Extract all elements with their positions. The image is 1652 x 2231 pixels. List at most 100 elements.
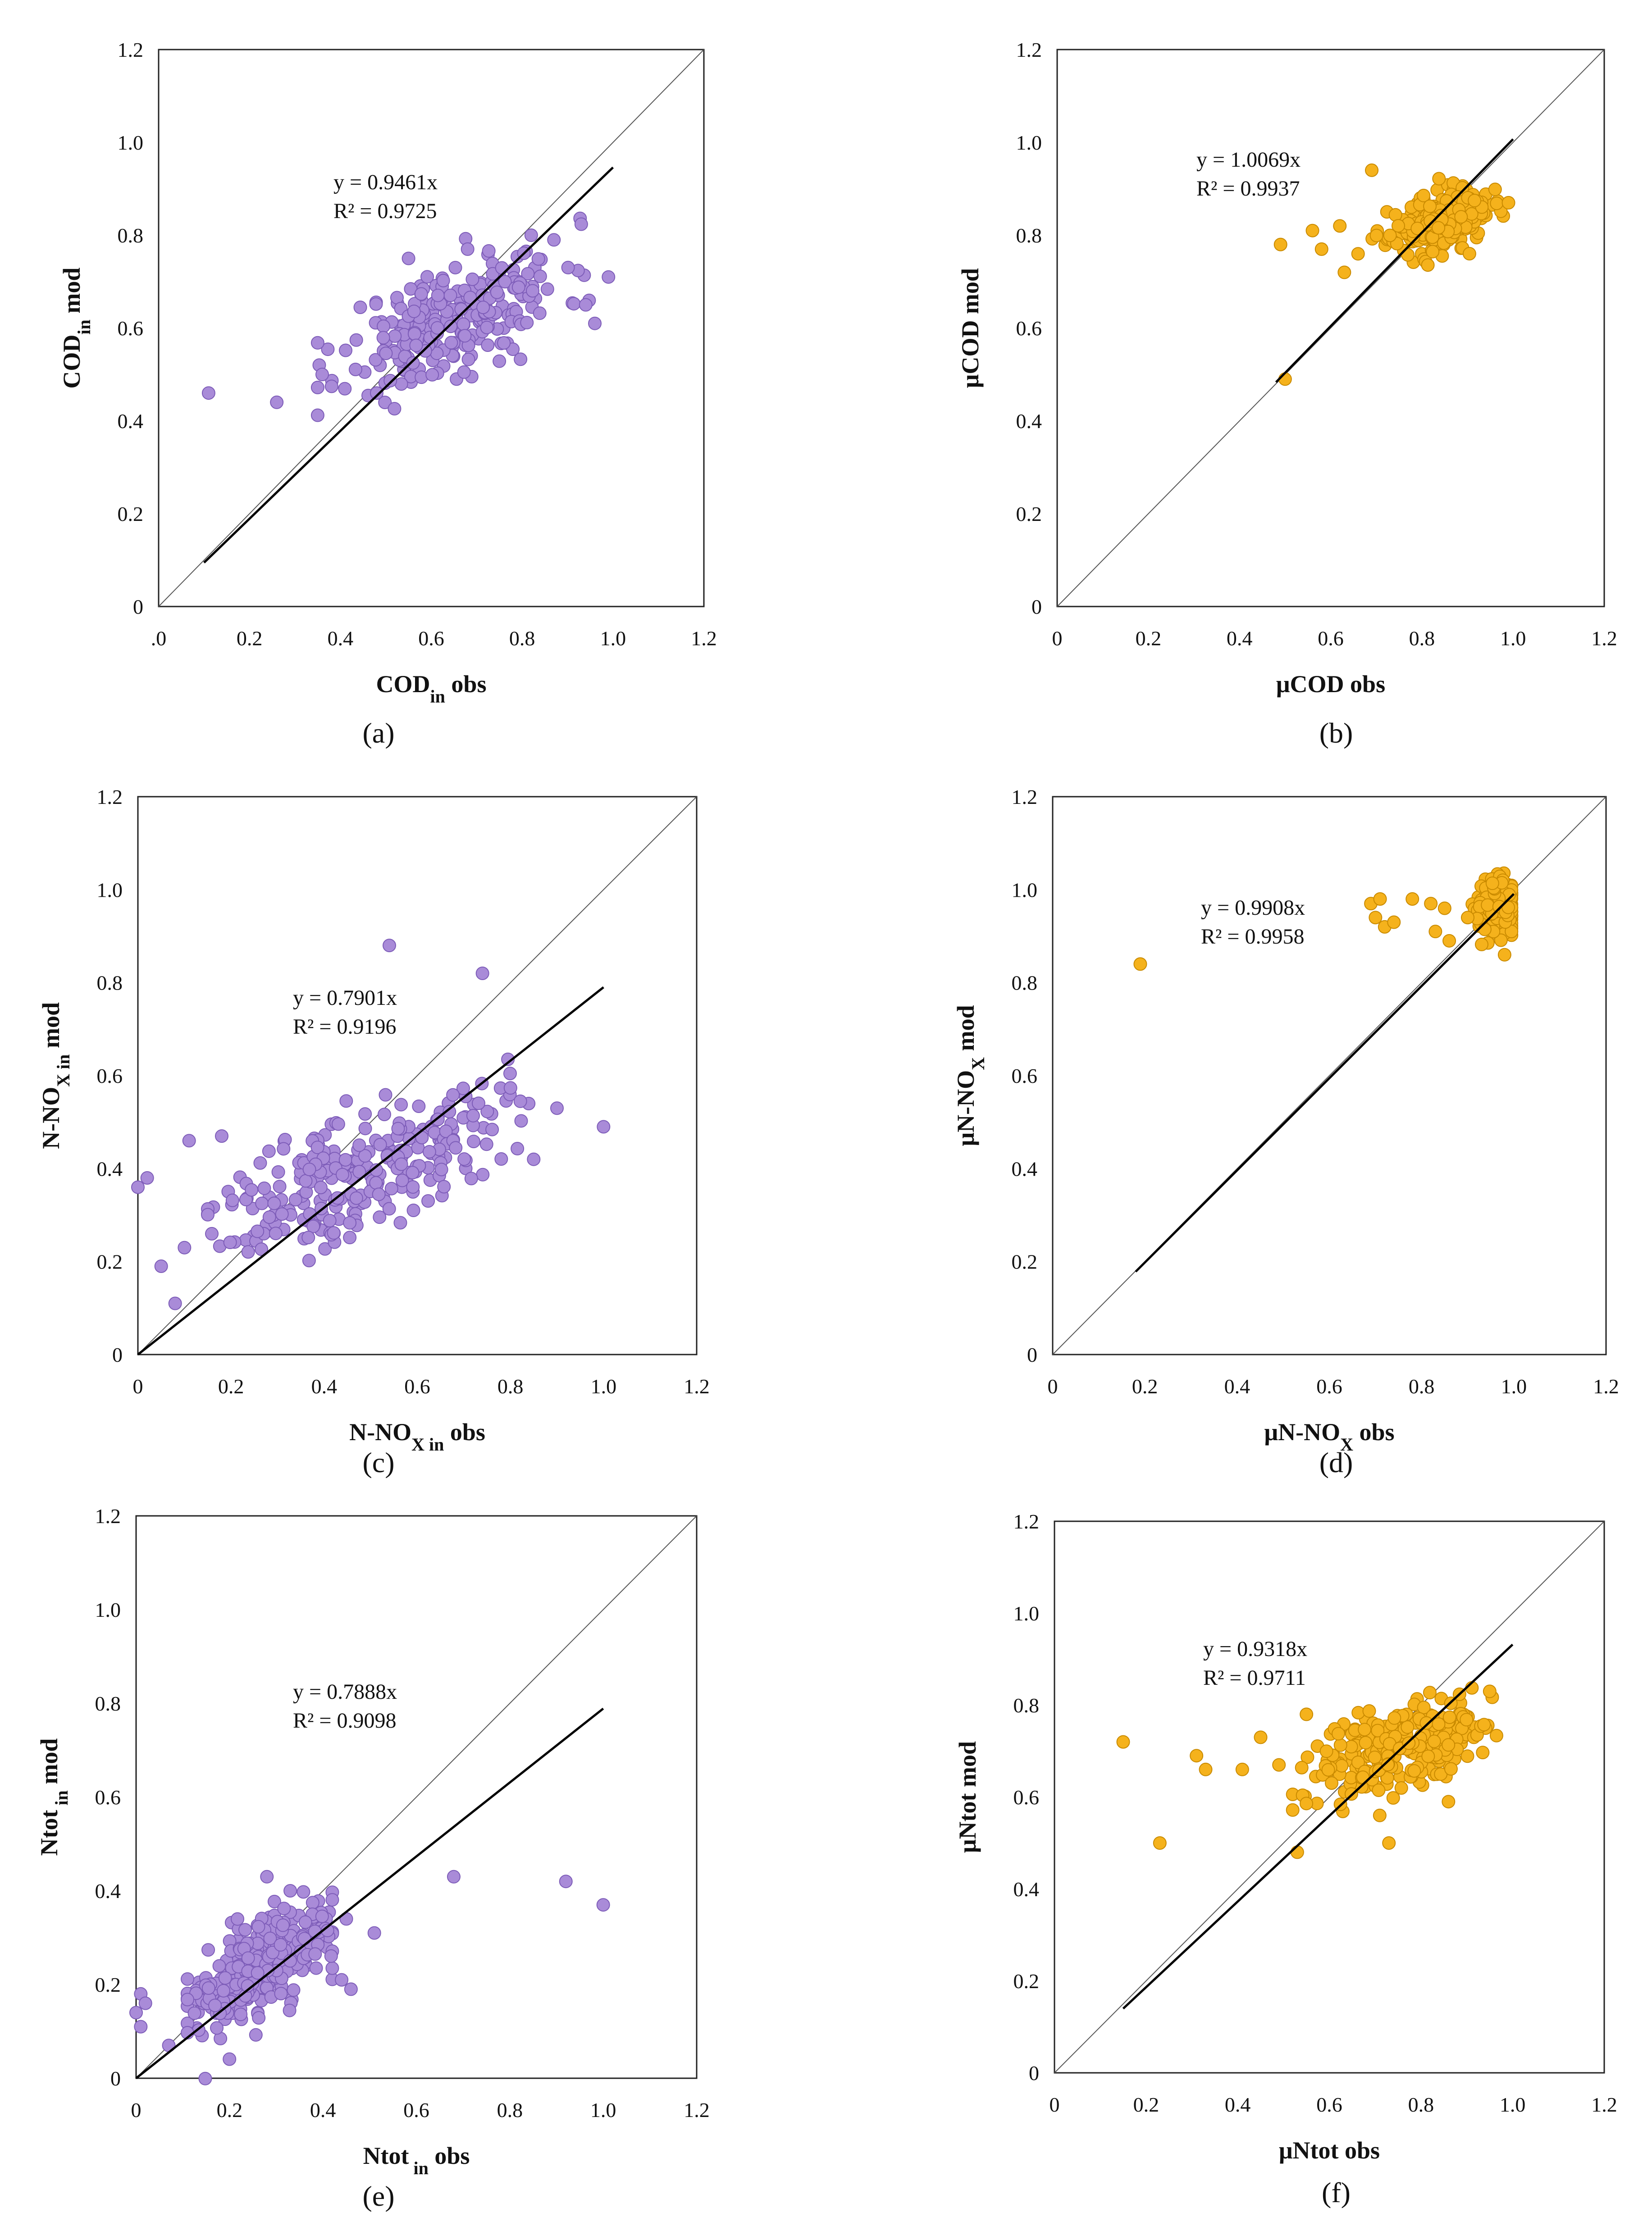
data-point [352,1138,366,1152]
x-tick-label: 0.4 [310,2099,336,2122]
data-point [1235,1762,1249,1776]
data-point [550,1101,564,1115]
y-tick-label: 0.4 [95,1880,121,1903]
data-point [1501,196,1515,210]
data-point [168,1296,182,1310]
data-point [559,1875,573,1889]
data-point [596,1898,610,1912]
regression-equation: y = 0.9461x [333,170,438,194]
data-point [271,1165,285,1179]
data-point [1199,1762,1213,1776]
data-point [1476,1746,1490,1760]
data-point [1133,957,1147,971]
data-point [225,1193,239,1207]
data-point [1273,237,1287,251]
data-point [1428,925,1442,939]
data-point [267,1894,281,1908]
data-point [297,1885,310,1899]
x-tick-label: 1.0 [1500,2093,1526,2116]
data-point [251,1920,265,1934]
data-point [383,939,396,953]
data-point [267,1196,281,1210]
data-point [1369,911,1383,925]
data-point [349,1191,363,1205]
x-tick-label: 0.6 [404,1375,430,1398]
data-point [231,1912,245,1926]
data-point [215,1129,228,1143]
data-point [325,1893,339,1907]
y-tick-label: 1.0 [1016,131,1042,154]
data-point [1321,1763,1335,1777]
x-tick-label: 0 [133,1375,143,1398]
data-point [465,272,479,286]
data-point [406,1204,420,1218]
y-tick-label: 1.2 [1013,1510,1040,1533]
x-tick-label: 0.4 [1224,1375,1250,1398]
data-point [498,275,512,289]
data-point [1372,1783,1386,1797]
y-tick-label: 1.2 [97,785,123,808]
x-tick-label: 0.6 [418,627,444,650]
data-point [1116,1735,1130,1749]
y-tick-label: 0.4 [1013,1878,1040,1901]
data-point [457,365,471,379]
identity-line [137,796,697,1355]
data-point [421,1194,435,1208]
data-point [1442,1795,1456,1809]
data-point [1444,1762,1458,1776]
data-point [1407,1764,1421,1778]
y-axis-label: μCOD mod [957,268,984,388]
data-point [277,1902,291,1916]
data-point [1483,1684,1497,1698]
data-point [1417,1701,1431,1715]
data-point [407,327,421,341]
y-tick-label: 0.8 [1013,1694,1040,1717]
data-point [358,1107,372,1121]
y-tick-label: 0.2 [97,1250,123,1273]
x-tick-label: 0.8 [497,2099,523,2122]
data-point [449,1141,463,1155]
data-point [309,1961,323,1975]
data-point [331,1117,345,1131]
data-point [597,1120,611,1134]
y-axis-label: CODin mod [58,268,94,389]
data-point [588,316,602,330]
data-point [301,1231,315,1245]
data-point [138,1996,152,2010]
data-point [288,1193,302,1207]
data-point [1423,199,1437,213]
data-point [208,1998,222,2012]
x-tick-label: 1.0 [590,2099,616,2122]
data-point [1460,1713,1474,1727]
data-point [1454,210,1468,224]
y-tick-label: 1.2 [95,1505,121,1528]
data-point [540,282,554,296]
x-tick-label: 0.2 [1136,627,1162,650]
data-point [448,260,462,274]
data-point [388,401,402,415]
y-tick-label: 0 [133,595,143,618]
data-point [1362,1704,1376,1718]
data-point [1351,247,1365,261]
data-point [579,298,593,312]
data-point [205,1227,219,1241]
y-tick-label: 0.6 [1016,317,1042,340]
data-point [1460,1749,1474,1763]
data-point [270,395,284,409]
data-point [379,1088,392,1102]
data-point [525,284,539,298]
y-tick-label: 1.0 [97,878,123,901]
y-tick-label: 0.6 [1013,1786,1040,1809]
data-point [1381,1758,1395,1772]
data-point [201,386,215,400]
data-point [287,1983,301,1997]
data-point [458,329,472,343]
data-point [493,354,507,368]
data-point [533,269,547,283]
x-tick-label: 0.8 [497,1375,524,1398]
plot-frame [1052,796,1607,1355]
data-point [241,1951,255,1965]
data-point [1272,1758,1286,1772]
data-point [1295,1761,1309,1775]
scatter-series [201,211,616,422]
